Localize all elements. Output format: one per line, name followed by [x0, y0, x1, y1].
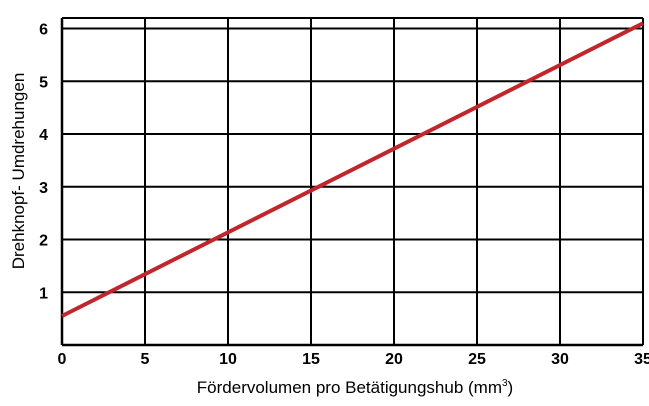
grid [62, 17, 644, 345]
x-tick-label: 15 [302, 351, 320, 368]
x-tick-label: 0 [58, 351, 67, 368]
tick-labels: 0 5 10 15 20 25 30 35 1 2 3 4 5 6 [39, 22, 649, 368]
series-line [61, 21, 644, 318]
x-tick-label: 25 [468, 351, 486, 368]
y-tick-label: 5 [39, 74, 48, 91]
y-axis-title: Drehknopf- Umdrehungen [9, 73, 28, 270]
x-tick-label: 5 [141, 351, 150, 368]
y-tick-label: 1 [39, 285, 48, 302]
x-tick-label: 10 [219, 351, 237, 368]
x-tick-label: 35 [634, 351, 649, 368]
x-tick-label: 20 [385, 351, 403, 368]
axes [60, 18, 643, 347]
x-tick-label: 30 [551, 351, 569, 368]
series-layer [61, 21, 644, 318]
y-tick-label: 4 [39, 127, 48, 144]
x-axis-title: Fördervolumen pro Betätigungshub (mm3) [197, 378, 513, 397]
y-tick-label: 3 [39, 180, 48, 197]
y-tick-label: 2 [39, 233, 48, 250]
y-tick-label: 6 [39, 22, 48, 39]
